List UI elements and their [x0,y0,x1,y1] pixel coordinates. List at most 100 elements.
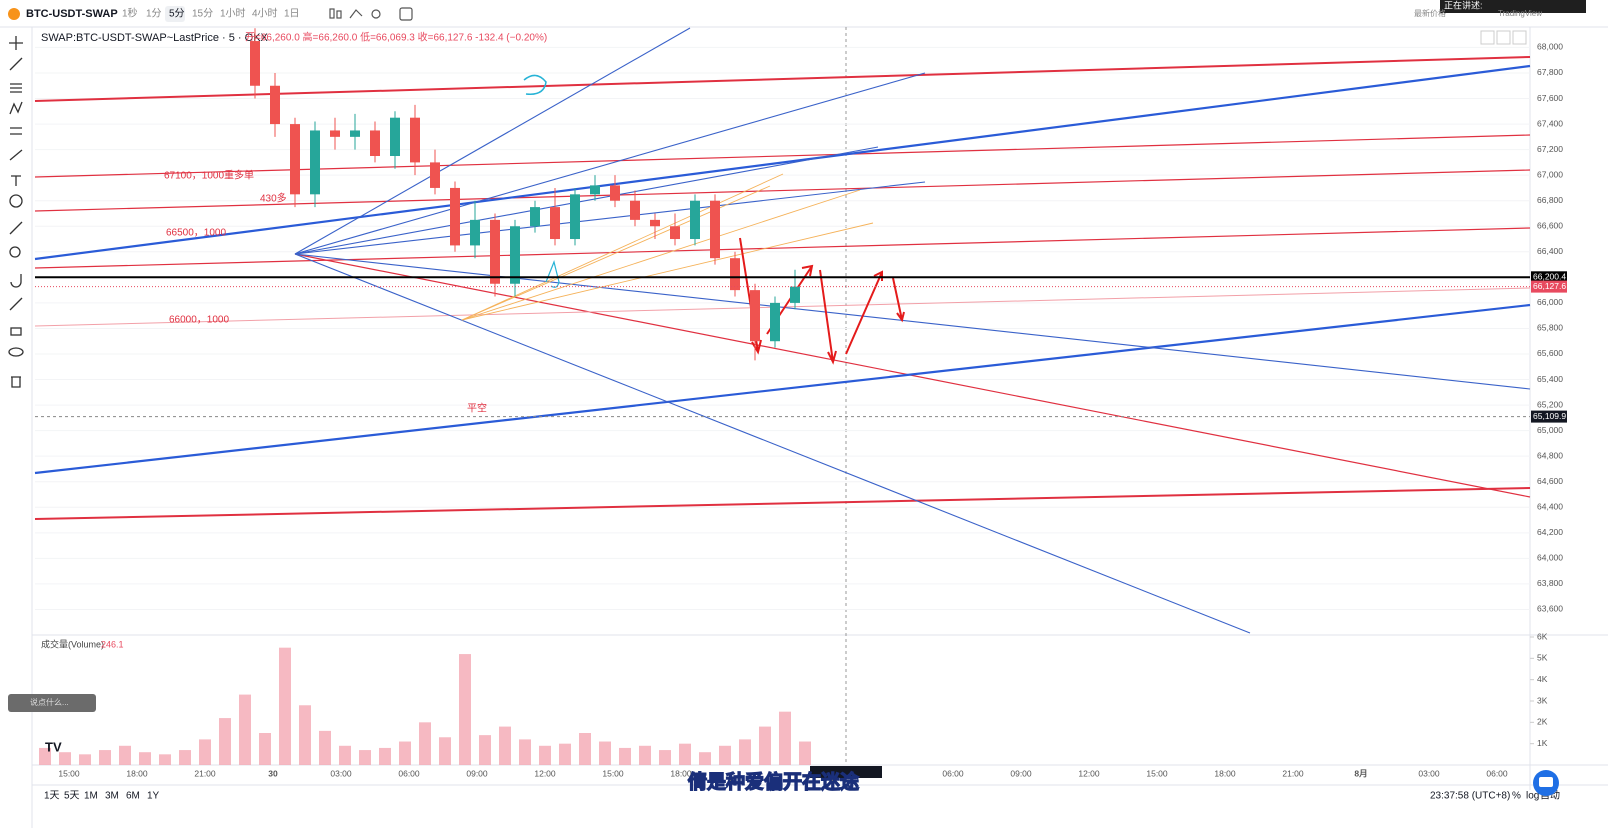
volume-bar [299,705,311,765]
volume-bar [339,745,351,765]
candle-body [430,162,440,188]
y-tick-label: 65,600 [1537,348,1563,358]
annotation: 67100，1000重多单 [164,169,254,182]
x-tick-label: 06:00 [398,768,420,778]
price-label-box [1531,271,1567,284]
y-tick-label: 67,000 [1537,169,1563,179]
candle-body [730,258,740,291]
candle-body [570,194,580,240]
y-tick-label: 67,200 [1537,144,1563,154]
y-tick-label: 66,800 [1537,195,1563,205]
candle-body [290,124,300,195]
candle-body [650,219,660,227]
drawing-tools[interactable] [8,36,24,388]
volume-bar [719,745,731,765]
range-button[interactable]: 1Y [147,791,160,802]
interval[interactable]: 1秒 [122,7,138,20]
interval[interactable]: 1分 [146,8,162,20]
scale-option[interactable]: % [1512,791,1521,802]
chat-placeholder[interactable]: 说点什么... [30,697,69,707]
y-tick-label: 63,800 [1537,578,1563,588]
volume-bar [439,737,451,765]
volume-bar [359,750,371,765]
price-label: 66,127.6 [1533,281,1566,291]
volume-bar [739,739,751,765]
y-tick-label: 65,800 [1537,323,1563,333]
y-tick-label: 66,000 [1537,297,1563,307]
volume-bar [779,711,791,765]
annotations: 67100，1000重多单 430多 66500，1000 66000，1000… [164,169,487,415]
range-button[interactable]: 5天 [64,791,80,802]
candle-body [590,185,600,195]
range-button[interactable]: 6M [126,791,140,802]
volume-bar [699,752,711,765]
volume-bar [579,733,591,765]
chat-icon [1539,777,1553,787]
x-tick-label: 21:00 [1282,768,1304,778]
trendlines [34,27,1531,634]
annotation: 平空 [467,402,487,415]
interval[interactable]: 5分 [169,8,185,20]
volume-bar [619,747,631,765]
y-tick-label: 65,400 [1537,374,1563,384]
range-button[interactable]: 1天 [44,791,60,802]
pane-buttons[interactable] [1480,30,1527,45]
x-tick-label: 03:00 [330,768,352,778]
interval[interactable]: 1小时 [220,8,246,20]
scale-option[interactable]: log [1526,791,1539,802]
volume-tick-label: 6K [1537,631,1548,641]
legend-ohlc: 开=66,260.0 高=66,260.0 低=66,069.3 收=66,12… [245,31,547,44]
x-tick-label: 15:00 [58,768,80,778]
y-tick-label: 67,600 [1537,93,1563,103]
chat-box[interactable] [8,694,96,712]
candle-body [470,219,480,246]
volume-bar [379,747,391,765]
annotation: 66000，1000 [169,315,229,326]
candle-body [510,226,520,284]
volume-bar [399,741,411,765]
volume-bar [419,722,431,765]
x-tick-label: 06:00 [1486,768,1508,778]
y-tick-label: 65,200 [1537,399,1563,409]
interval[interactable]: 4小时 [252,8,278,20]
price-label: 65,109.9 [1533,411,1566,421]
range-button[interactable]: 3M [105,791,119,802]
volume-bar [639,745,651,765]
candle-body [770,302,780,342]
x-tick-label: 30 [268,768,278,778]
top-right-label[interactable]: 最新价格 [1414,8,1446,18]
x-tick-label: 18:00 [1214,768,1236,778]
interval[interactable]: 15分 [192,8,213,20]
y-tick-label: 65,000 [1537,425,1563,435]
narrator-text: 正在讲述: [1444,0,1483,10]
x-tick-label: 06:00 [942,768,964,778]
x-tick-label: 09:00 [1010,768,1032,778]
candle-body [350,130,360,137]
x-tick-label: 8月 [1354,768,1367,778]
y-tick-label: 67,800 [1537,67,1563,77]
interval[interactable]: 1日 [284,9,300,20]
range-button[interactable]: 1M [84,791,98,802]
candle-body [550,207,560,240]
crosshair-time [810,766,882,778]
symbol[interactable]: BTC-USDT-SWAP [26,8,118,20]
volume-bar [499,726,511,765]
price-label-box [1531,280,1567,293]
top-right-label[interactable]: TradingView [1498,9,1542,18]
toolbar-icons[interactable] [329,7,413,21]
candle-body [750,290,760,342]
y-tick-label: 66,400 [1537,246,1563,256]
volume-bar [519,739,531,765]
annotation: 66500，1000 [166,228,226,239]
y-tick-label: 67,400 [1537,118,1563,128]
candle-body [450,187,460,246]
volume-bar [559,743,571,765]
volume-bar [79,754,91,765]
candle-body [790,286,800,303]
volume-last: 246.1 [101,639,124,649]
y-tick-label: 64,000 [1537,553,1563,563]
y-tick-label: 63,600 [1537,604,1563,614]
volume-bar [199,739,211,765]
volume-bar [279,647,291,765]
